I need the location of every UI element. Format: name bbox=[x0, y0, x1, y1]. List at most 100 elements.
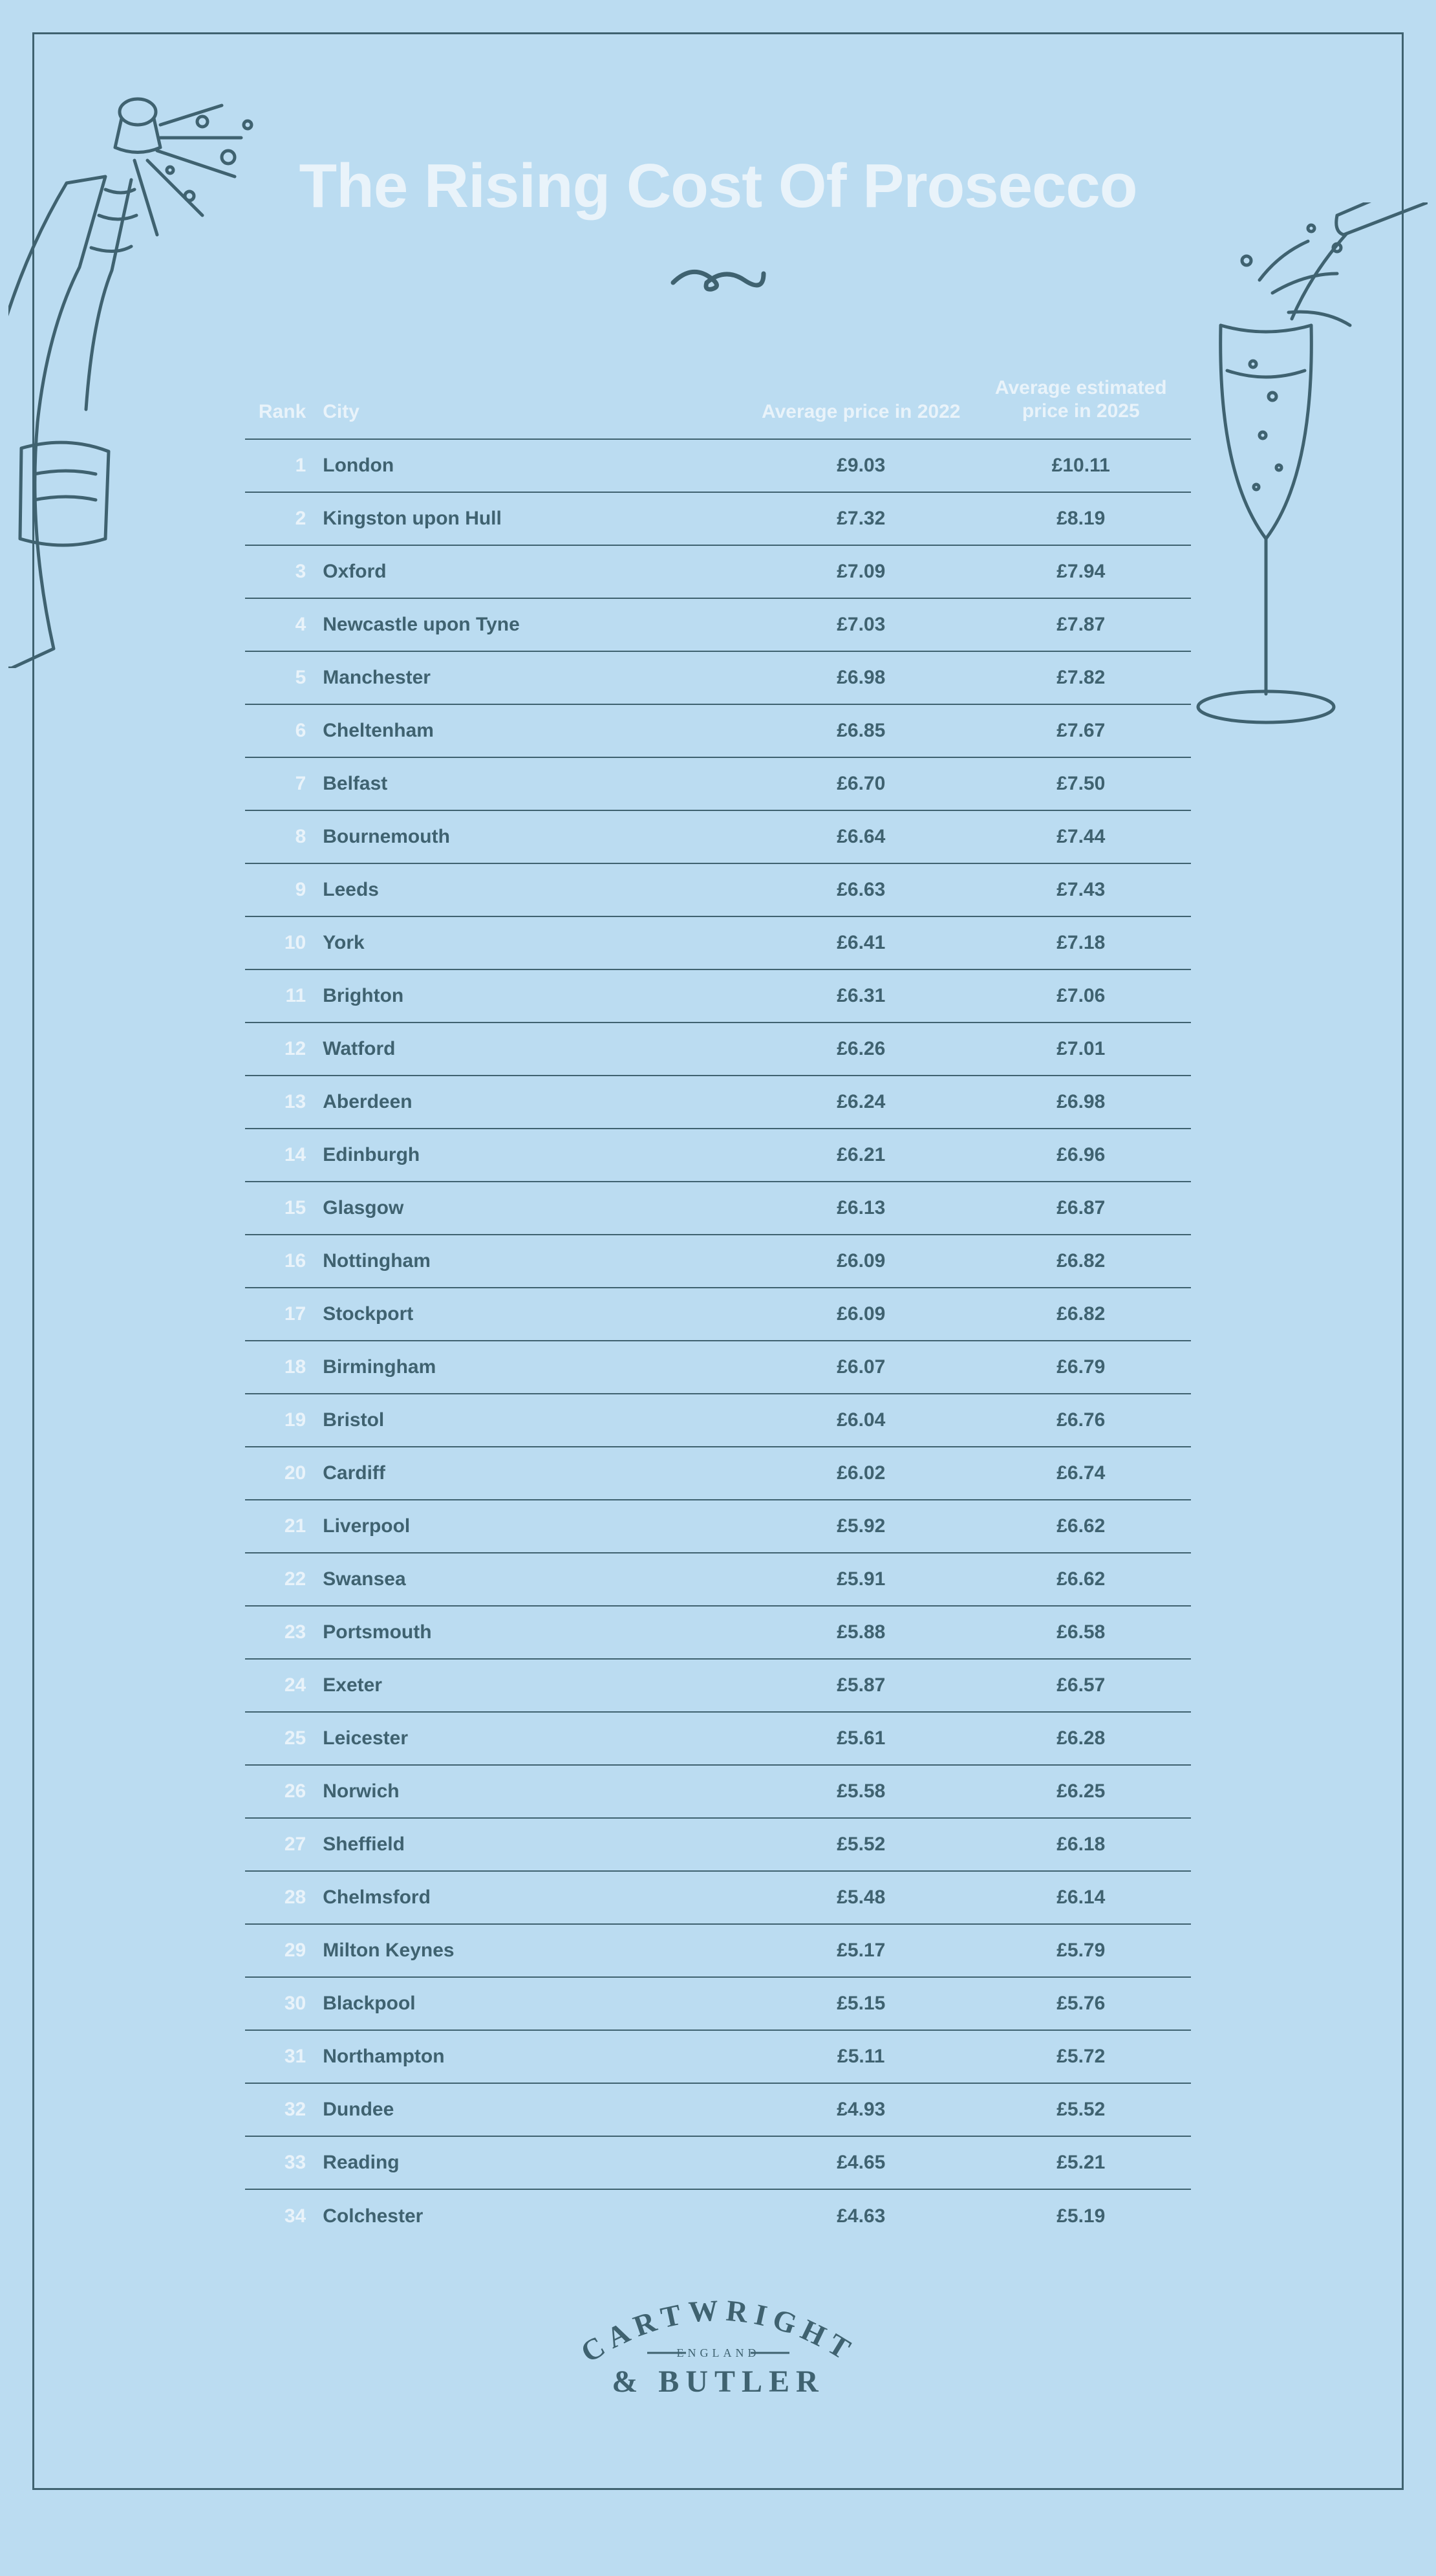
cell-rank: 18 bbox=[245, 1356, 323, 1378]
cell-rank: 9 bbox=[245, 879, 323, 901]
cell-price-2022: £5.87 bbox=[751, 1674, 971, 1696]
table-row: 14Edinburgh£6.21£6.96 bbox=[245, 1129, 1191, 1182]
cell-price-2022: £6.98 bbox=[751, 667, 971, 689]
cell-price-2022: £6.63 bbox=[751, 879, 971, 901]
cell-city: Cheltenham bbox=[323, 720, 751, 742]
cell-city: Manchester bbox=[323, 667, 751, 689]
cell-price-2025: £7.67 bbox=[971, 720, 1191, 742]
table-row: 11Brighton£6.31£7.06 bbox=[245, 970, 1191, 1023]
cell-rank: 8 bbox=[245, 826, 323, 848]
cell-price-2022: £5.11 bbox=[751, 2046, 971, 2068]
cell-rank: 21 bbox=[245, 1515, 323, 1537]
cell-city: Brighton bbox=[323, 985, 751, 1007]
cell-rank: 11 bbox=[245, 985, 323, 1007]
cell-price-2025: £7.43 bbox=[971, 879, 1191, 901]
cell-price-2025: £5.72 bbox=[971, 2046, 1191, 2068]
cell-rank: 29 bbox=[245, 1940, 323, 1962]
cell-price-2022: £6.13 bbox=[751, 1197, 971, 1219]
table-body: 1London£9.03£10.112Kingston upon Hull£7.… bbox=[245, 440, 1191, 2243]
table-row: 34Colchester£4.63£5.19 bbox=[245, 2190, 1191, 2243]
cell-city: Chelmsford bbox=[323, 1887, 751, 1909]
cell-rank: 31 bbox=[245, 2046, 323, 2068]
cell-price-2022: £5.58 bbox=[751, 1780, 971, 1802]
table-row: 10York£6.41£7.18 bbox=[245, 917, 1191, 970]
table-row: 7Belfast£6.70£7.50 bbox=[245, 758, 1191, 811]
cell-city: Nottingham bbox=[323, 1250, 751, 1272]
cell-price-2025: £6.98 bbox=[971, 1091, 1191, 1113]
cell-price-2022: £6.26 bbox=[751, 1038, 971, 1060]
cell-rank: 24 bbox=[245, 1674, 323, 1696]
table-row: 18Birmingham£6.07£6.79 bbox=[245, 1341, 1191, 1394]
table-row: 16Nottingham£6.09£6.82 bbox=[245, 1235, 1191, 1288]
cell-price-2025: £6.82 bbox=[971, 1250, 1191, 1272]
table-row: 2Kingston upon Hull£7.32£8.19 bbox=[245, 493, 1191, 546]
col-2022: Average price in 2022 bbox=[751, 401, 971, 423]
cell-price-2025: £6.18 bbox=[971, 1834, 1191, 1856]
cell-city: Reading bbox=[323, 2152, 751, 2174]
cell-price-2025: £10.11 bbox=[971, 455, 1191, 477]
table-row: 31Northampton£5.11£5.72 bbox=[245, 2031, 1191, 2084]
cell-price-2025: £7.44 bbox=[971, 826, 1191, 848]
cell-price-2025: £5.79 bbox=[971, 1940, 1191, 1962]
cell-city: Milton Keynes bbox=[323, 1940, 751, 1962]
table-row: 17Stockport£6.09£6.82 bbox=[245, 1288, 1191, 1341]
table-row: 24Exeter£5.87£6.57 bbox=[245, 1660, 1191, 1713]
page-frame: The Rising Cost Of Prosecco Rank City Av… bbox=[32, 32, 1404, 2490]
cell-rank: 14 bbox=[245, 1144, 323, 1166]
cell-price-2025: £7.06 bbox=[971, 985, 1191, 1007]
table-row: 4Newcastle upon Tyne£7.03£7.87 bbox=[245, 599, 1191, 652]
cell-price-2025: £6.28 bbox=[971, 1727, 1191, 1749]
cell-city: Bristol bbox=[323, 1409, 751, 1431]
cell-rank: 16 bbox=[245, 1250, 323, 1272]
cell-price-2022: £6.64 bbox=[751, 826, 971, 848]
cell-price-2025: £5.21 bbox=[971, 2152, 1191, 2174]
cell-rank: 32 bbox=[245, 2099, 323, 2121]
table-row: 15Glasgow£6.13£6.87 bbox=[245, 1182, 1191, 1235]
table-row: 5Manchester£6.98£7.82 bbox=[245, 652, 1191, 705]
cell-price-2022: £6.02 bbox=[751, 1462, 971, 1484]
table-row: 9Leeds£6.63£7.43 bbox=[245, 864, 1191, 917]
cell-price-2025: £6.74 bbox=[971, 1462, 1191, 1484]
cell-rank: 6 bbox=[245, 720, 323, 742]
cell-city: Stockport bbox=[323, 1303, 751, 1325]
cell-city: London bbox=[323, 455, 751, 477]
col-2025: Average estimated price in 2025 bbox=[971, 376, 1191, 423]
cell-city: Birmingham bbox=[323, 1356, 751, 1378]
cell-city: Edinburgh bbox=[323, 1144, 751, 1166]
cell-city: Leeds bbox=[323, 879, 751, 901]
cell-price-2025: £7.94 bbox=[971, 561, 1191, 583]
cell-price-2022: £7.32 bbox=[751, 508, 971, 530]
table-row: 20Cardiff£6.02£6.74 bbox=[245, 1447, 1191, 1500]
cell-city: York bbox=[323, 932, 751, 954]
cell-price-2025: £6.62 bbox=[971, 1568, 1191, 1590]
table-row: 32Dundee£4.93£5.52 bbox=[245, 2084, 1191, 2137]
cell-price-2022: £4.65 bbox=[751, 2152, 971, 2174]
cell-price-2025: £8.19 bbox=[971, 508, 1191, 530]
table-row: 29Milton Keynes£5.17£5.79 bbox=[245, 1925, 1191, 1978]
table-row: 3Oxford£7.09£7.94 bbox=[245, 546, 1191, 599]
cell-price-2025: £6.82 bbox=[971, 1303, 1191, 1325]
col-city: City bbox=[323, 401, 751, 423]
cell-rank: 4 bbox=[245, 614, 323, 636]
cell-price-2022: £6.31 bbox=[751, 985, 971, 1007]
cell-city: Swansea bbox=[323, 1568, 751, 1590]
cell-city: Northampton bbox=[323, 2046, 751, 2068]
cell-city: Bournemouth bbox=[323, 826, 751, 848]
brand-line2: & BUTLER bbox=[612, 2365, 824, 2399]
table-row: 25Leicester£5.61£6.28 bbox=[245, 1713, 1191, 1766]
col-2025-l1: Average estimated bbox=[995, 377, 1167, 398]
cell-price-2022: £5.52 bbox=[751, 1834, 971, 1856]
cell-city: Norwich bbox=[323, 1780, 751, 1802]
table-row: 28Chelmsford£5.48£6.14 bbox=[245, 1872, 1191, 1925]
cell-price-2025: £6.58 bbox=[971, 1621, 1191, 1643]
cell-price-2022: £4.63 bbox=[751, 2205, 971, 2227]
cell-city: Dundee bbox=[323, 2099, 751, 2121]
cell-city: Leicester bbox=[323, 1727, 751, 1749]
table-row: 27Sheffield£5.52£6.18 bbox=[245, 1819, 1191, 1872]
cell-city: Glasgow bbox=[323, 1197, 751, 1219]
cell-price-2025: £6.76 bbox=[971, 1409, 1191, 1431]
cell-price-2025: £6.87 bbox=[971, 1197, 1191, 1219]
cell-city: Watford bbox=[323, 1038, 751, 1060]
cell-rank: 15 bbox=[245, 1197, 323, 1219]
cell-rank: 20 bbox=[245, 1462, 323, 1484]
